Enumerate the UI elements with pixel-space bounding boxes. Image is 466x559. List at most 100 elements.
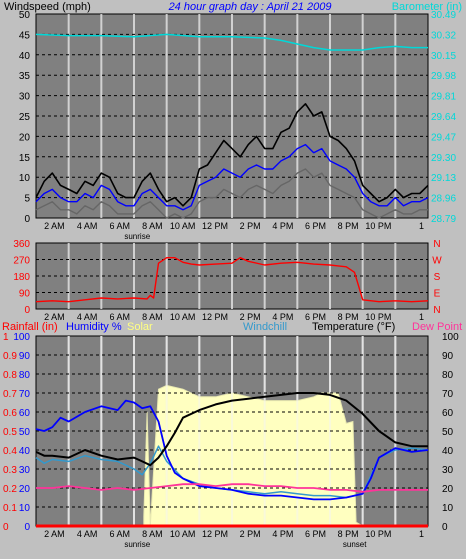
humidity-tick-label: 10 bbox=[19, 503, 31, 514]
wind-x-tick-label: 2 PM bbox=[240, 221, 261, 231]
barometer-tick-label: 29.98 bbox=[431, 71, 456, 82]
rainfall-axis-title: Rainfall (in) bbox=[2, 321, 58, 333]
temperature-tick-label: 30 bbox=[442, 465, 454, 476]
wind-x-tick-label: 12 PM bbox=[202, 221, 228, 231]
barometer-tick-label: 28.96 bbox=[431, 194, 456, 205]
compass-label: N bbox=[433, 239, 440, 250]
barometer-tick-label: 30.32 bbox=[431, 30, 456, 41]
compass-label: S bbox=[434, 272, 441, 283]
dew-line bbox=[36, 483, 428, 493]
temperature-line bbox=[35, 392, 428, 467]
windspeed-tick-label: 30 bbox=[19, 92, 31, 103]
barometer-tick-label: 28.79 bbox=[431, 214, 456, 225]
direction-degree-tick-label: 180 bbox=[13, 272, 30, 283]
dir-x-tick-label: 8 AM bbox=[142, 312, 163, 322]
humidity-tick-label: 30 bbox=[19, 465, 31, 476]
sunrise-label-bottom: sunrise bbox=[124, 540, 150, 549]
rain-tick-label: 0.9 bbox=[3, 351, 17, 362]
direction-degree-tick-label: 90 bbox=[19, 289, 31, 300]
dir-x-tick-label: 4 AM bbox=[77, 312, 98, 322]
rain-tick-label: 0.5 bbox=[3, 427, 17, 438]
wind-x-tick-label: 8 PM bbox=[338, 221, 359, 231]
wind-x-tick-label: 2 AM bbox=[44, 221, 65, 231]
humidity-axis-title: Humidity % bbox=[66, 321, 122, 333]
windchill-axis-title: Windchill bbox=[243, 321, 287, 333]
windspeed-tick-label: 10 bbox=[19, 173, 31, 184]
rain-tick-label: 0.6 bbox=[3, 408, 17, 419]
temperature-tick-label: 70 bbox=[442, 389, 454, 400]
temp-x-tick-label: 8 AM bbox=[142, 529, 163, 539]
rain-tick-label: 1 bbox=[3, 332, 9, 343]
temperature-tick-label: 80 bbox=[442, 370, 454, 381]
barometer-tick-label: 29.47 bbox=[431, 132, 456, 143]
rain-tick-label: 0.1 bbox=[3, 503, 17, 514]
rain-tick-label: 0.7 bbox=[3, 389, 17, 400]
temp-x-tick-label: 6 PM bbox=[305, 529, 326, 539]
humidity-tick-label: 50 bbox=[19, 427, 31, 438]
temperature-tick-label: 90 bbox=[442, 351, 454, 362]
humidity-line bbox=[35, 399, 429, 501]
dir-x-tick-label: 10 AM bbox=[170, 312, 196, 322]
direction-degree-tick-label: 270 bbox=[13, 256, 30, 267]
barometer-tick-label: 29.64 bbox=[431, 112, 456, 123]
temperature-tick-label: 50 bbox=[442, 427, 454, 438]
barometer-tick-label: 29.81 bbox=[431, 92, 456, 103]
windspeed-tick-label: 0 bbox=[24, 214, 30, 225]
temp-x-tick-label: 10 PM bbox=[365, 529, 391, 539]
compass-label: E bbox=[434, 289, 441, 300]
chart-title: 24 hour graph day : April 21 2009 bbox=[168, 1, 332, 13]
barometer-line bbox=[35, 33, 428, 51]
temp-x-tick-label: 2 AM bbox=[44, 529, 65, 539]
temperature-tick-label: 10 bbox=[442, 503, 454, 514]
barometer-tick-label: 29.30 bbox=[431, 153, 456, 164]
dir-x-tick-label: 2 PM bbox=[240, 312, 261, 322]
windspeed-axis-title: Windspeed (mph) bbox=[4, 1, 91, 13]
dir-x-tick-label: 6 AM bbox=[109, 312, 130, 322]
windspeed-tick-label: 15 bbox=[19, 153, 31, 164]
temperature-humidity-panel: 2 AM 4 AM 6 AM 8 AM 10 AM 12 PM 2 PM 4 PM 6 PM 8 … bbox=[3, 332, 459, 549]
wind-x-tick-label: 6 PM bbox=[305, 221, 326, 231]
humidity-tick-label: 0 bbox=[24, 522, 30, 533]
temperature-tick-label: 60 bbox=[442, 408, 454, 419]
windspeed-tick-label: 40 bbox=[19, 51, 31, 62]
temperature-tick-label: 40 bbox=[442, 446, 454, 457]
rain-tick-label: 0.2 bbox=[3, 484, 17, 495]
temp-x-tick-label: 10 AM bbox=[170, 529, 196, 539]
rain-tick-label: 0 bbox=[3, 522, 9, 533]
wind-x-tick-label: 10 AM bbox=[170, 221, 196, 231]
rain-tick-label: 0.8 bbox=[3, 370, 17, 381]
barometer-tick-label: 30.15 bbox=[431, 51, 456, 62]
humidity-tick-label: 100 bbox=[13, 332, 30, 343]
dir-x-tick-label: 1 bbox=[419, 312, 424, 322]
rain-tick-label: 0.4 bbox=[3, 446, 17, 457]
windspeed-tick-label: 25 bbox=[19, 112, 31, 123]
dir-x-tick-label: 4 PM bbox=[272, 312, 293, 322]
dir-x-tick-label: 10 PM bbox=[365, 312, 391, 322]
sunset-label: sunset bbox=[343, 540, 367, 549]
temp-x-tick-label: 2 PM bbox=[240, 529, 261, 539]
temp-x-tick-label: 4 AM bbox=[77, 529, 98, 539]
barometer-axis-title: Barometer (in) bbox=[392, 1, 462, 13]
windspeed-tick-label: 35 bbox=[19, 71, 31, 82]
compass-label: W bbox=[432, 256, 442, 267]
temp-x-tick-label: 6 AM bbox=[109, 529, 130, 539]
compass-label: N bbox=[433, 305, 440, 316]
humidity-tick-label: 90 bbox=[19, 351, 31, 362]
sunrise-label-top: sunrise bbox=[124, 232, 150, 241]
dir-x-tick-label: 8 PM bbox=[338, 312, 359, 322]
wind_avg-line bbox=[35, 143, 429, 211]
rain-tick-label: 0.3 bbox=[3, 465, 17, 476]
wind_min-line bbox=[35, 168, 428, 219]
dir-x-tick-label: 6 PM bbox=[305, 312, 326, 322]
windspeed-tick-label: 50 bbox=[19, 10, 31, 21]
dir-x-tick-label: 12 PM bbox=[202, 312, 228, 322]
dewpoint-axis-title: Dew Point bbox=[412, 321, 462, 333]
humidity-tick-label: 40 bbox=[19, 446, 31, 457]
wind-x-tick-label: 4 AM bbox=[77, 221, 98, 231]
humidity-tick-label: 70 bbox=[19, 389, 31, 400]
windspeed-tick-label: 20 bbox=[19, 132, 31, 143]
dir-x-tick-label: 2 AM bbox=[44, 312, 65, 322]
wind-x-tick-label: 4 PM bbox=[272, 221, 293, 231]
wind-x-tick-label: 10 PM bbox=[365, 221, 391, 231]
